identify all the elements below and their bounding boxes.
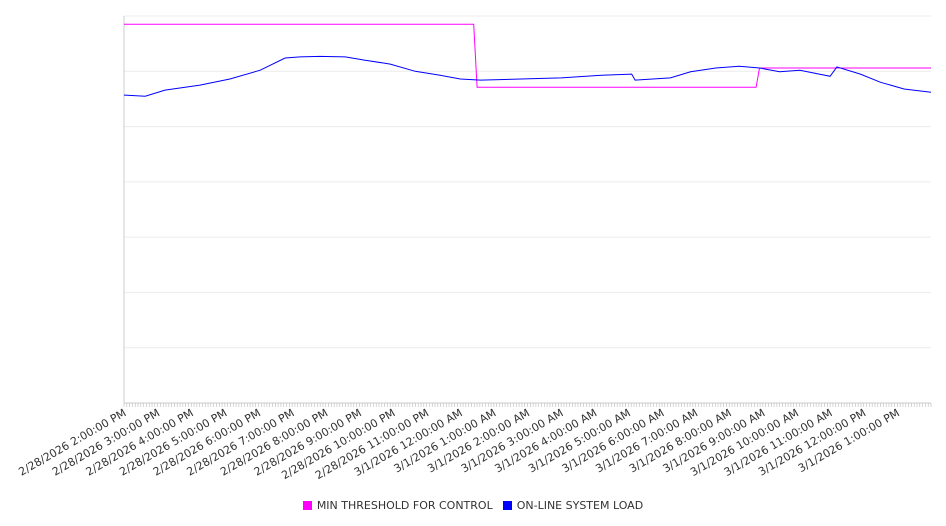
legend-item-load[interactable]: ON-LINE SYSTEM LOAD — [502, 499, 644, 512]
line-chart: 2/28/2026 2:00:00 PM2/28/2026 3:00:00 PM… — [16, 15, 932, 482]
legend-label-threshold: MIN THRESHOLD FOR CONTROL — [316, 499, 493, 512]
legend-item-threshold[interactable]: MIN THRESHOLD FOR CONTROL — [302, 499, 493, 512]
series-line-load — [123, 55, 932, 97]
legend-swatch-threshold — [302, 501, 312, 510]
legend: MIN THRESHOLD FOR CONTROL ON-LINE SYSTEM… — [0, 499, 946, 512]
legend-label-load: ON-LINE SYSTEM LOAD — [516, 499, 644, 512]
legend-swatch-load — [502, 501, 512, 510]
series-line-threshold — [124, 23, 931, 88]
